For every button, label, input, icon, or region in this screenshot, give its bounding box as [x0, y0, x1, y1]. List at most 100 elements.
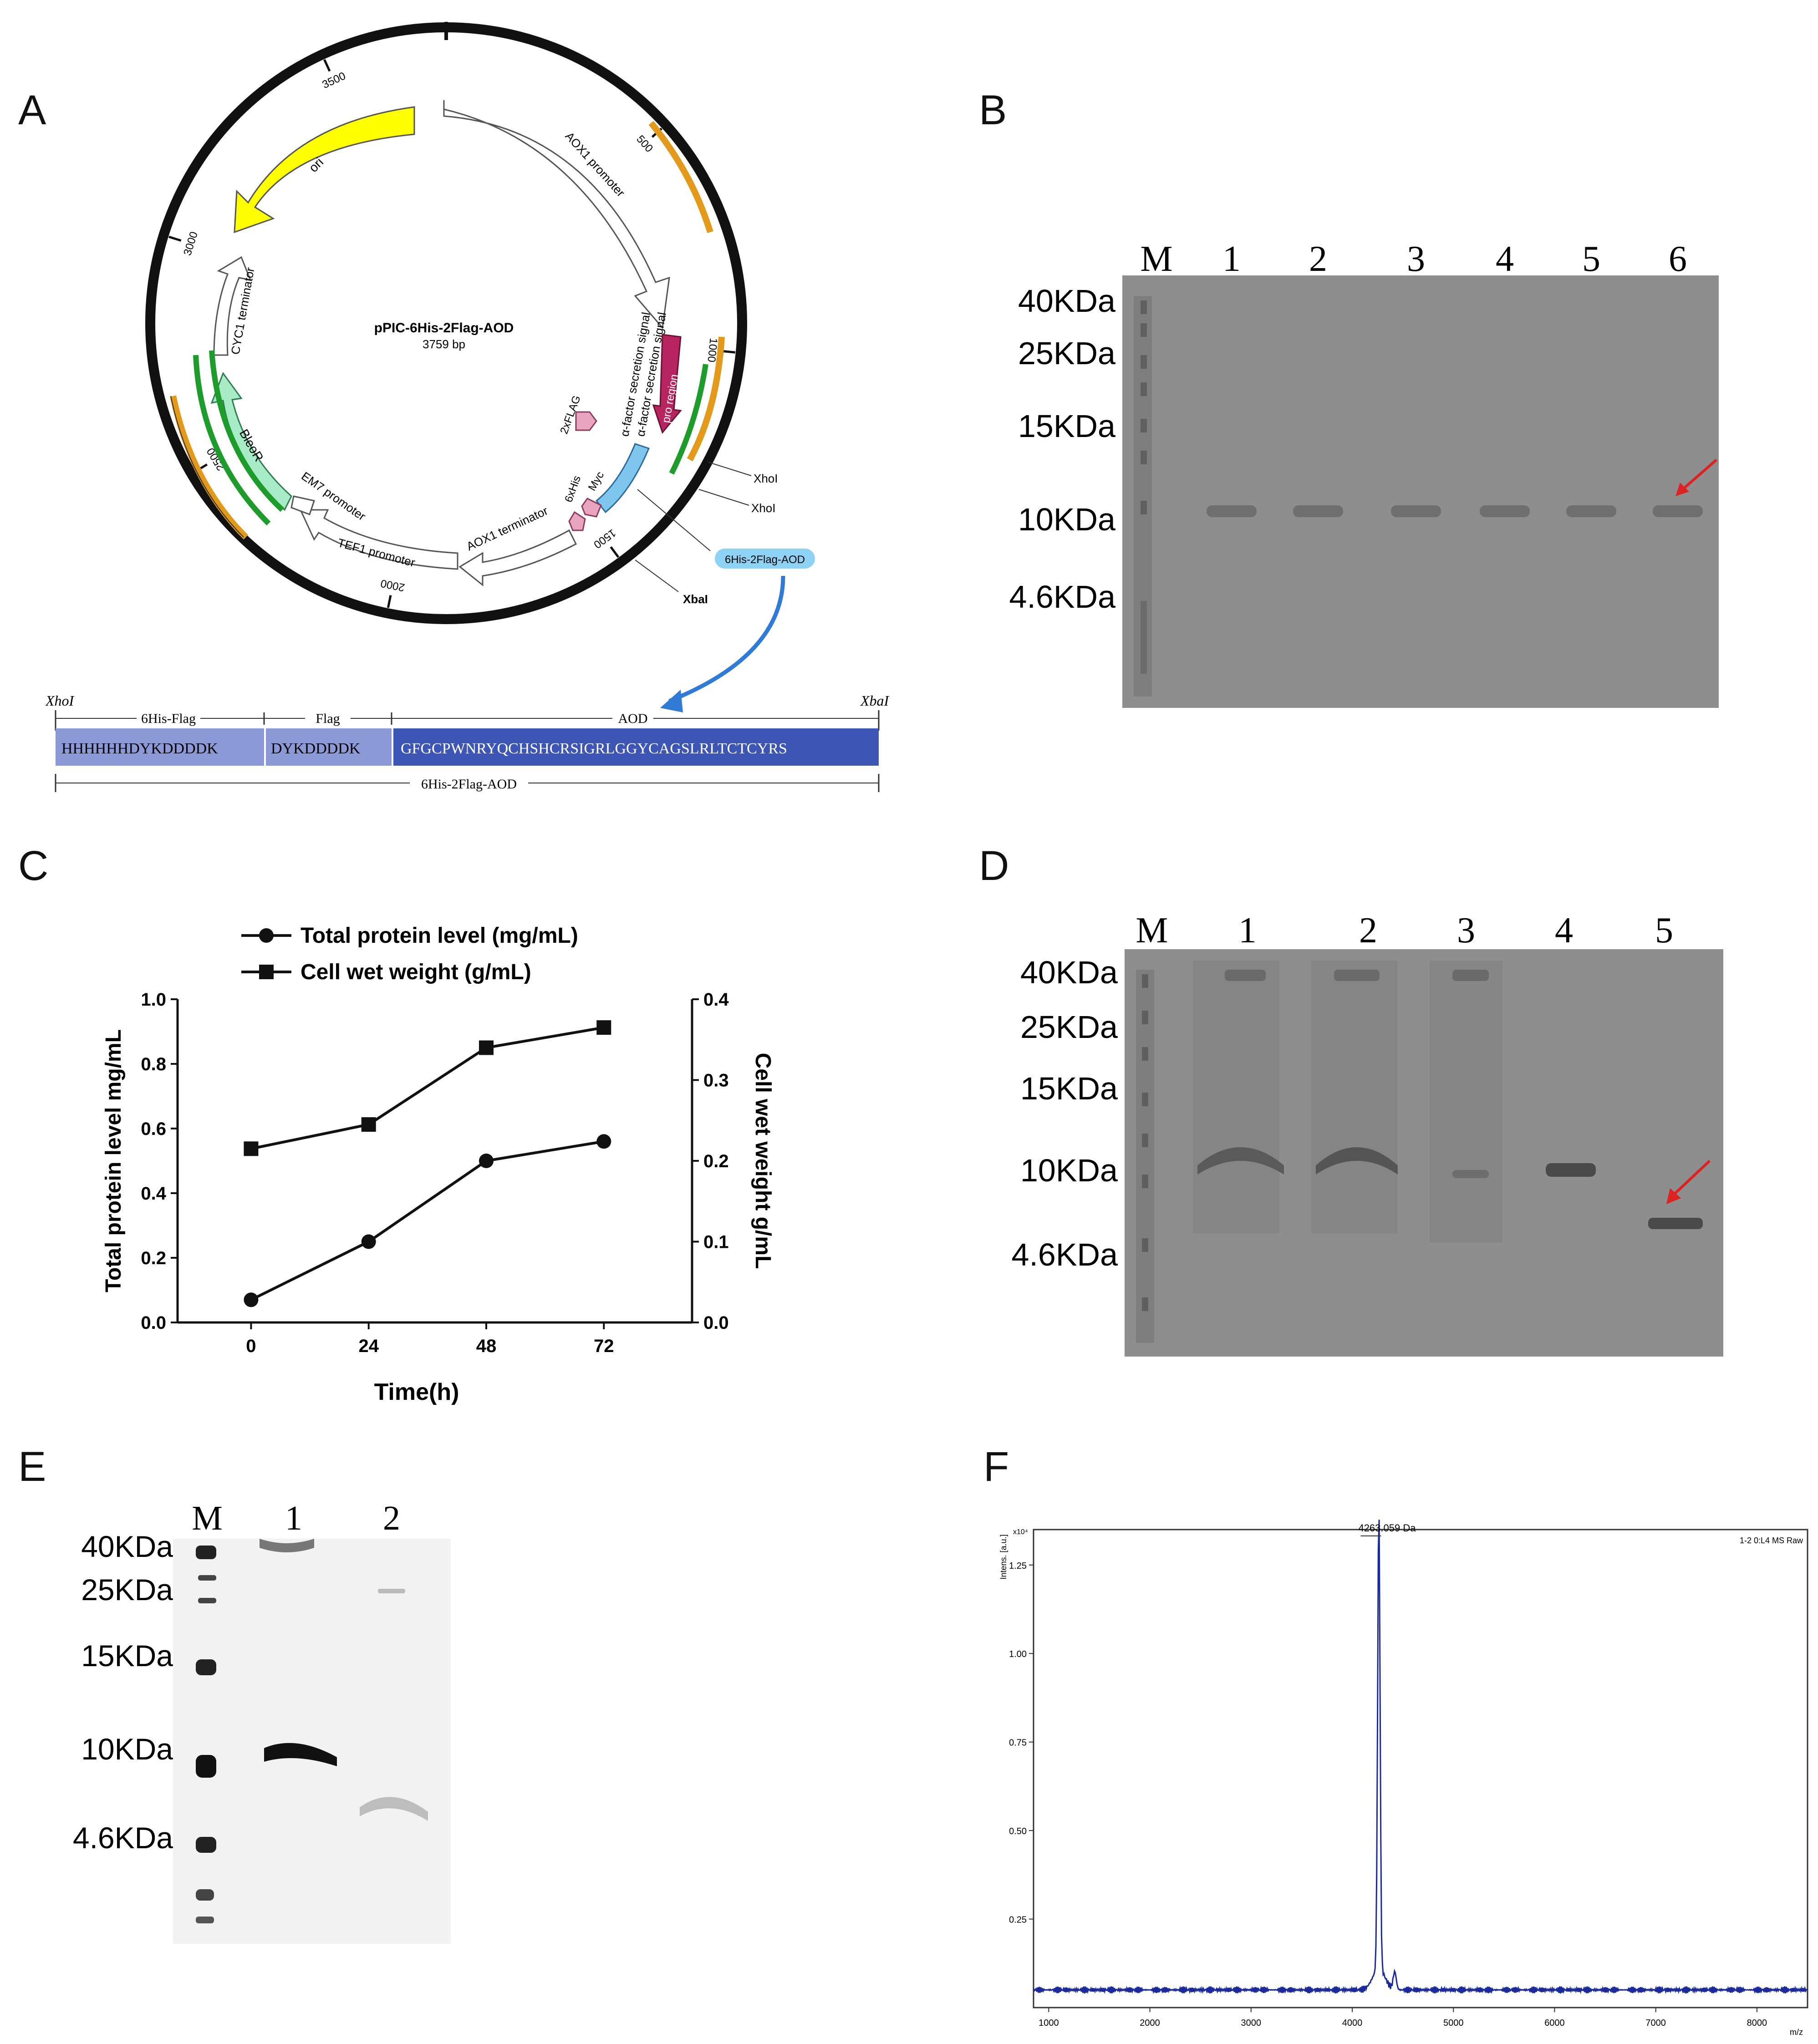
gel-marker-label: 15KDa	[81, 1639, 173, 1673]
gel-lane-label: 2	[383, 1499, 400, 1537]
right-green-arc	[669, 364, 708, 475]
y2-tick-label: 0.4	[703, 990, 729, 1010]
gel-b-background	[1122, 275, 1719, 708]
plasmid-tick-label: 2000	[380, 577, 406, 594]
construct-right-site: XbaI	[860, 692, 890, 709]
myc-marker	[581, 498, 602, 518]
myc-label: Myc	[586, 469, 606, 493]
gel-marker-label: 40KDa	[1020, 955, 1118, 990]
plot-frame	[1033, 1529, 1808, 2008]
data-point	[479, 1040, 494, 1055]
plasmid-tick-label: 3500	[321, 70, 348, 91]
panel-letter-b: B	[979, 87, 1007, 133]
peak-label: 4263.059 Da	[1358, 1522, 1416, 1534]
insert-label: 6His-2Flag-AOD	[725, 554, 805, 566]
gel-marker-label: 40KDa	[1018, 283, 1115, 319]
gel-marker-label: 10KDa	[1018, 502, 1115, 537]
panel-letter-f: F	[983, 1444, 1009, 1490]
y-exponent: x10⁴	[1013, 1528, 1028, 1536]
plasmid-name: pPIC-6His-2Flag-AOD	[374, 320, 514, 336]
plasmid-tick	[610, 546, 620, 558]
gel-lane-label: M	[1136, 910, 1168, 951]
gel-band	[1653, 505, 1703, 517]
construct-seg3-seq: GFGCPWNRYQCHSHCRSIGRLGGYCAGSLRLTCTCYRS	[401, 740, 787, 757]
gel-marker-label: 40KDa	[81, 1530, 173, 1563]
gel-lane-label: 5	[1582, 239, 1600, 279]
right-orange-arc-top	[648, 121, 713, 234]
aox1-promoter-arrow	[443, 100, 670, 330]
left-green-arc-1	[193, 355, 271, 526]
gel-band	[1207, 505, 1257, 517]
insert-callout-arrow	[668, 575, 785, 703]
aox1-terminator-arrow	[458, 529, 577, 587]
insert-arrow	[595, 443, 650, 514]
y-tick-label: 0.4	[141, 1184, 166, 1204]
gel-lane-label: 4	[1496, 239, 1514, 279]
gel-lane-label: 3	[1457, 910, 1475, 951]
y2-tick-label: 0.3	[703, 1071, 729, 1091]
gel-band	[1480, 505, 1530, 517]
plasmid-tick-label: 3000	[181, 230, 200, 257]
insert-callout-arrowhead	[660, 690, 683, 712]
x-tick-label: 1000	[1039, 2018, 1059, 2028]
x-tick-label: 2000	[1140, 2018, 1160, 2028]
gel-d: M 1 2 3 4 5 40KDa 25KDa 15KDa 10KDa 4.6KDa	[1012, 910, 1723, 1357]
gel-band	[1293, 505, 1343, 517]
gel-lane-label: 2	[1309, 239, 1327, 279]
construct-seg2-label: Flag	[316, 711, 340, 726]
construct-seg3-label: AOD	[618, 711, 648, 726]
construct-seg1-label: 6His-Flag	[141, 711, 196, 726]
x-axis-label: Time(h)	[374, 1379, 459, 1405]
flag2x-marker	[575, 411, 597, 431]
construct-diagram: XhoI XbaI 6His-Flag Flag AOD HHHHHHDYKDD…	[46, 692, 890, 792]
y-tick-label: 0.50	[1009, 1826, 1027, 1836]
data-point	[479, 1154, 494, 1168]
gel-lane-label: 1	[285, 1499, 302, 1537]
gel-b: M 1 2 3 4 5 6 40KDa 25KDa 15KDa 10KDa 4.6KDa	[1009, 239, 1719, 708]
plasmid-tick	[722, 350, 736, 354]
gel-marker-label: 4.6KDa	[1012, 1237, 1118, 1272]
xhoi-site-label-1: XhoI	[754, 472, 778, 485]
legend-marker	[259, 965, 274, 979]
x-tick-label: 7000	[1645, 2018, 1666, 2028]
x-tick-label: 6000	[1544, 2018, 1565, 2028]
construct-seg3	[393, 728, 879, 766]
xhoi-site-label-2: XhoI	[751, 501, 776, 515]
y-tick-label: 0.6	[141, 1119, 166, 1139]
data-point	[596, 1020, 611, 1035]
construct-total-label: 6His-2Flag-AOD	[421, 777, 517, 792]
y-tick-label: 0.0	[141, 1313, 166, 1333]
gel-lane-label: 2	[1359, 910, 1377, 951]
x-tick-label: 4000	[1342, 2018, 1363, 2028]
gel-lane-label: M	[192, 1499, 223, 1537]
gel-marker-label: 25KDa	[1020, 1009, 1118, 1045]
data-point	[361, 1117, 376, 1132]
legend-label: Total protein level (mg/mL)	[300, 924, 578, 948]
construct-seg2-seq: DYKDDDDK	[271, 740, 361, 757]
legend-marker	[259, 928, 274, 943]
gel-lane-label: 5	[1655, 910, 1673, 951]
spectrum-header: 1-2 0:L4 MS Raw	[1740, 1536, 1803, 1545]
plasmid-tick-label: 1500	[591, 527, 618, 551]
right-orange-arc-mid	[687, 336, 725, 462]
x-tick-label: 24	[358, 1336, 379, 1356]
gel-e: M 1 2 40KDa 25KDa 15KDa 10KDa 4.6KDa	[73, 1499, 451, 1944]
em7-promoter-arrow	[290, 495, 315, 515]
gel-d-red-arrow	[1670, 1159, 1711, 1199]
left-green-arc-2	[209, 350, 285, 512]
ori-arrow	[234, 106, 415, 234]
y-tick-label: 0.8	[141, 1054, 166, 1074]
gel-d-red-arrowhead	[1666, 1188, 1681, 1204]
x-tick-label: 8000	[1747, 2018, 1767, 2028]
y2-tick-label: 0.0	[703, 1313, 729, 1333]
pro-region-arrow	[652, 334, 682, 434]
xbai-site-label: XbaI	[683, 592, 708, 606]
y2-tick-label: 0.1	[703, 1232, 729, 1252]
gel-lane-label: 4	[1555, 910, 1573, 951]
y2-tick-label: 0.2	[703, 1151, 729, 1171]
panel-letter-c: C	[18, 843, 49, 889]
y-tick-label: 1.00	[1009, 1649, 1027, 1659]
y2-axis-label: Cell wet weight g/mL	[751, 1053, 775, 1269]
y-tick-label: 1.25	[1009, 1561, 1027, 1571]
